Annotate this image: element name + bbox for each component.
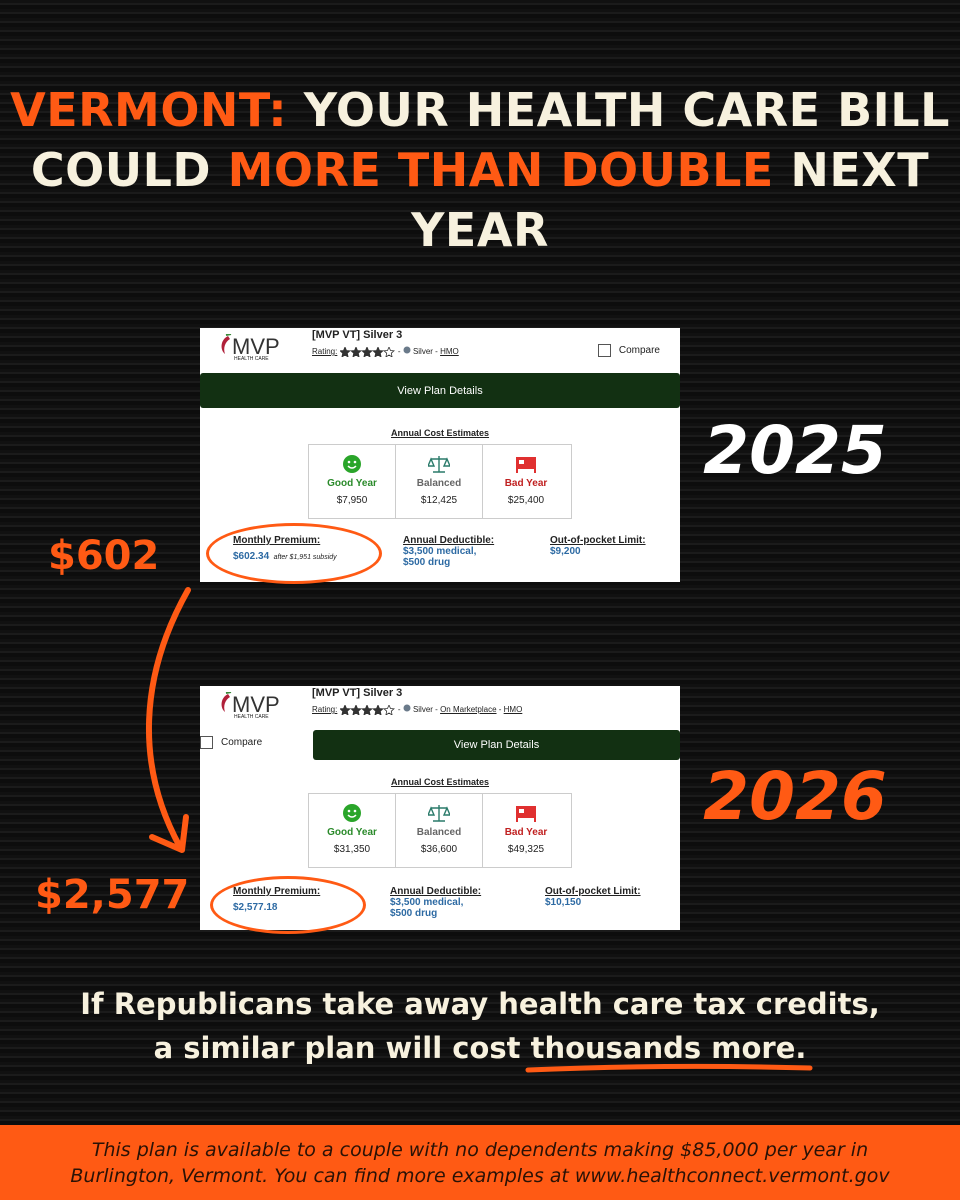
message-emphasis: thousands more. [530,1031,807,1065]
emphasis-wrap: thousands more. [525,1026,813,1073]
tag: On Marketplace [440,705,497,714]
compare[interactable]: Compare [597,344,660,357]
plan-card: MVP HEALTH CARE [MVP VT] Silver 3 Rating:… [200,686,680,934]
compare-label: Compare [221,737,263,749]
arrow [145,587,191,853]
headline-part: YOUR HEALTH CARE BILL COULD [30,83,950,197]
deductible: Annual Deductible: $3,500 medical, $500 dr… [403,535,494,568]
premium-callout: $602 [48,533,160,579]
oop-label: Out-of-pocket Limit: [550,535,646,546]
rating-row: Rating: - Silver - On Marketplace - HMO [312,703,523,716]
message: If Republicans take away health care tax… [80,982,880,1073]
underline [525,1063,813,1073]
estimate-value: $25,400 [507,495,545,506]
estimate-label: Good Year [327,827,377,838]
estimate: Bad Year $25,400 [483,445,569,518]
circle-highlight [210,876,366,934]
rating-label: Rating: [312,347,338,356]
logo-sub: HEALTH CARE [234,356,269,362]
estimate: Good Year $7,950 [309,445,396,518]
plan-name: [MVP VT] Silver 3 [312,687,403,699]
compare-label: Compare [618,345,660,357]
tag: Silver [412,347,433,356]
estimate-value: $7,950 [336,495,368,506]
view-label: View Plan Details [397,384,483,397]
deductible-value: $500 drug [390,908,438,919]
deductible-label: Annual Deductible: [390,886,482,897]
oop-label: Out-of-pocket Limit: [545,886,641,897]
deductible: Annual Deductible: $3,500 medical, $500 dr… [390,886,481,919]
estimate-label: Balanced [416,478,462,489]
deductible-value: $3,500 medical, [403,546,477,557]
estimate-value: $36,600 [420,844,458,855]
headline-part: MORE THAN DOUBLE [227,143,774,197]
compare[interactable]: Compare [200,736,262,749]
estimates-title: Annual Cost Estimates [390,777,490,787]
estimate-label: Bad Year [504,478,548,489]
estimate: Balanced $12,425 [396,445,483,518]
logo: MVP HEALTH CARE [218,691,280,720]
premium-callout: $2,577 [35,872,190,918]
headline: VERMONT: YOUR HEALTH CARE BILL COULD MOR… [0,80,960,260]
deductible-label: Annual Deductible: [403,535,495,546]
estimate-label: Balanced [416,827,462,838]
estimate: Bad Year $49,325 [483,794,569,867]
plan-card: MVP HEALTH CARE [MVP VT] Silver 3 Rating:… [200,328,680,584]
oop: Out-of-pocket Limit: $10,150 [545,886,641,908]
estimate-label: Bad Year [504,827,548,838]
plan-name: [MVP VT] Silver 3 [312,329,403,341]
estimate: Balanced $36,600 [396,794,483,867]
footer: This plan is available to a couple with … [0,1125,960,1200]
footer-line: This plan is available to a couple with … [91,1139,869,1161]
tag: Silver [412,705,433,714]
rating-row: Rating: - Silver - HMO [312,345,459,358]
circle-highlight [206,523,382,584]
tag: HMO [503,705,523,714]
estimates-box: Good Year $7,950 Balanced $12,425 Bad Year $2… [308,444,572,519]
rating-label: Rating: [312,705,338,714]
estimate-value: $31,350 [333,844,371,855]
view-button[interactable]: View Plan Details [200,373,680,408]
deductible-value: $500 drug [403,557,451,568]
logo-sub: HEALTH CARE [234,714,269,720]
logo: MVP HEALTH CARE [218,333,280,362]
estimates-box: Good Year $31,350 Balanced $36,600 Bad Year $… [308,793,572,868]
tag: HMO [440,347,459,356]
logo-text: MVP [232,334,280,359]
year-label: 2026 [703,758,887,835]
oop: Out-of-pocket Limit: $9,200 [550,535,646,557]
year-label: 2025 [703,412,887,489]
estimate-value: $49,325 [507,844,545,855]
estimates-title: Annual Cost Estimates [390,428,490,438]
message-text: If Republicans take away health care tax… [80,987,880,1065]
oop-value: $9,200 [550,546,581,557]
logo-text: MVP [232,692,280,717]
estimate-value: $12,425 [420,495,458,506]
footer-line: Burlington, Vermont. You can find more e… [70,1165,890,1187]
deductible-value: $3,500 medical, [390,897,464,908]
view-button[interactable]: View Plan Details [313,730,680,760]
headline-part: NEXT YEAR [411,143,930,257]
estimate-label: Good Year [327,478,377,489]
view-label: View Plan Details [453,739,540,751]
oop-value: $10,150 [545,897,582,908]
estimate: Good Year $31,350 [309,794,396,867]
headline-part: VERMONT: [10,83,288,137]
